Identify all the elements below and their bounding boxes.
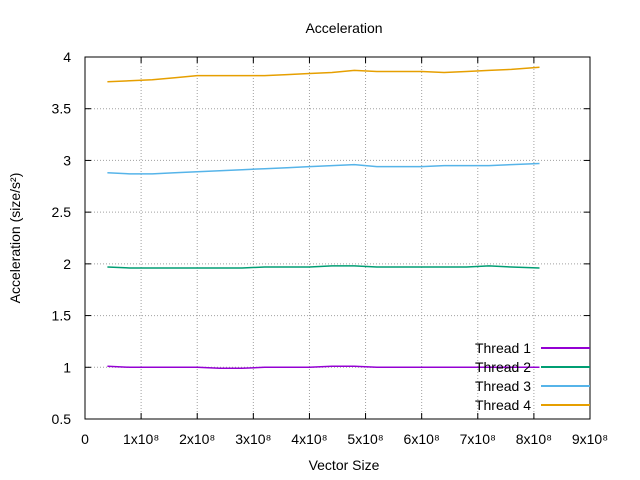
tick-marks bbox=[84, 56, 591, 420]
plot-frame bbox=[84, 56, 591, 420]
x-tick-label: 8x10⁸ bbox=[516, 431, 552, 447]
x-tick-label: 2x10⁸ bbox=[179, 431, 215, 447]
x-tick-label: 7x10⁸ bbox=[460, 431, 496, 447]
series-line-thread-1 bbox=[107, 365, 540, 370]
x-tick-labels: 0 1x10⁸ 2x10⁸ 3x10⁸ 4x10⁸ 5x10⁸ 6x10⁸ 7x10⁸ 8x10… bbox=[81, 431, 608, 447]
legend-label: Thread 4 bbox=[475, 397, 531, 413]
y-tick-label: 0.5 bbox=[52, 411, 72, 427]
x-tick-label: 4x10⁸ bbox=[291, 431, 327, 447]
chart-title: Acceleration bbox=[305, 20, 382, 36]
series-line-thread-2 bbox=[107, 265, 540, 269]
grid bbox=[85, 57, 590, 419]
x-tick-label: 3x10⁸ bbox=[235, 431, 271, 447]
legend-label: Thread 1 bbox=[475, 340, 531, 356]
x-tick-label: 1x10⁸ bbox=[123, 431, 159, 447]
x-tick-label: 0 bbox=[81, 431, 89, 447]
series-lines bbox=[107, 66, 540, 370]
x-tick-label: 6x10⁸ bbox=[404, 431, 440, 447]
y-tick-label: 3 bbox=[63, 152, 71, 168]
y-axis-title: Acceleration (size/s²) bbox=[7, 173, 23, 304]
series-line-thread-3 bbox=[107, 162, 540, 175]
y-tick-label: 3.5 bbox=[52, 101, 72, 117]
y-tick-label: 2 bbox=[63, 256, 71, 272]
legend: Thread 1 Thread 2 Thread 3 Thread 4 bbox=[475, 340, 590, 413]
x-axis-title: Vector Size bbox=[309, 457, 380, 473]
y-tick-label: 2.5 bbox=[52, 204, 72, 220]
x-tick-label: 9x10⁸ bbox=[572, 431, 608, 447]
legend-label: Thread 2 bbox=[475, 359, 531, 375]
y-tick-label: 1 bbox=[63, 359, 71, 375]
y-tick-label: 4 bbox=[63, 49, 71, 65]
y-tick-labels: 0.5 1 1.5 2 2.5 3 3.5 4 bbox=[52, 49, 72, 427]
x-tick-label: 5x10⁸ bbox=[347, 431, 383, 447]
y-tick-label: 1.5 bbox=[52, 308, 72, 324]
legend-label: Thread 3 bbox=[475, 378, 531, 394]
series-line-thread-4 bbox=[107, 66, 540, 83]
